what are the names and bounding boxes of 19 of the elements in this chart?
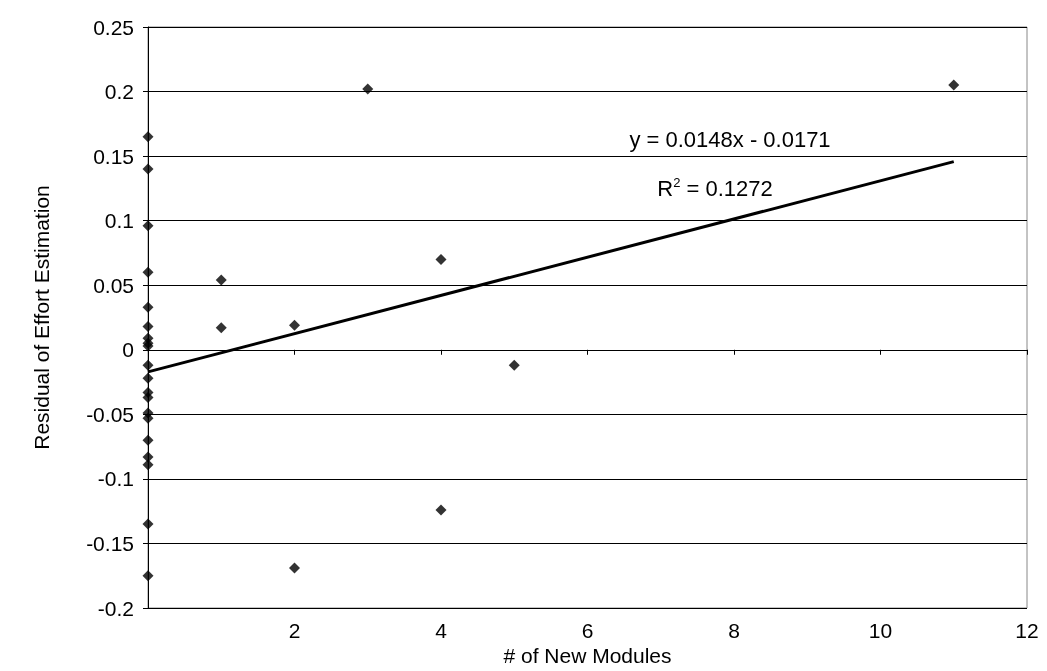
annotation: y = 0.0148x - 0.0171 xyxy=(629,126,831,152)
x-axis-title: # of New Modules xyxy=(503,643,672,667)
y-tick-label: 0.25 xyxy=(93,15,134,39)
x-tick-label: 10 xyxy=(868,619,893,642)
x-tick-label: 2 xyxy=(288,619,301,642)
y-tick-label: 0.1 xyxy=(104,209,134,233)
y-tick-label: -0.15 xyxy=(86,531,134,555)
x-tick-label: 4 xyxy=(435,619,448,642)
y-tick-label: -0.1 xyxy=(97,467,134,491)
x-tick-label: 6 xyxy=(581,619,594,642)
y-tick-label: 0 xyxy=(122,338,134,362)
x-tick-label: 12 xyxy=(1015,619,1039,642)
y-tick-label: -0.05 xyxy=(86,402,134,426)
y-tick-label: 0.05 xyxy=(93,273,134,297)
x-tick-label: 8 xyxy=(728,619,740,642)
y-tick-label: 0.2 xyxy=(104,80,134,104)
y-axis-title: Residual of Effort Estimation xyxy=(30,185,53,450)
y-tick-label: 0.15 xyxy=(93,144,134,168)
y-tick-label: -0.2 xyxy=(97,596,134,620)
